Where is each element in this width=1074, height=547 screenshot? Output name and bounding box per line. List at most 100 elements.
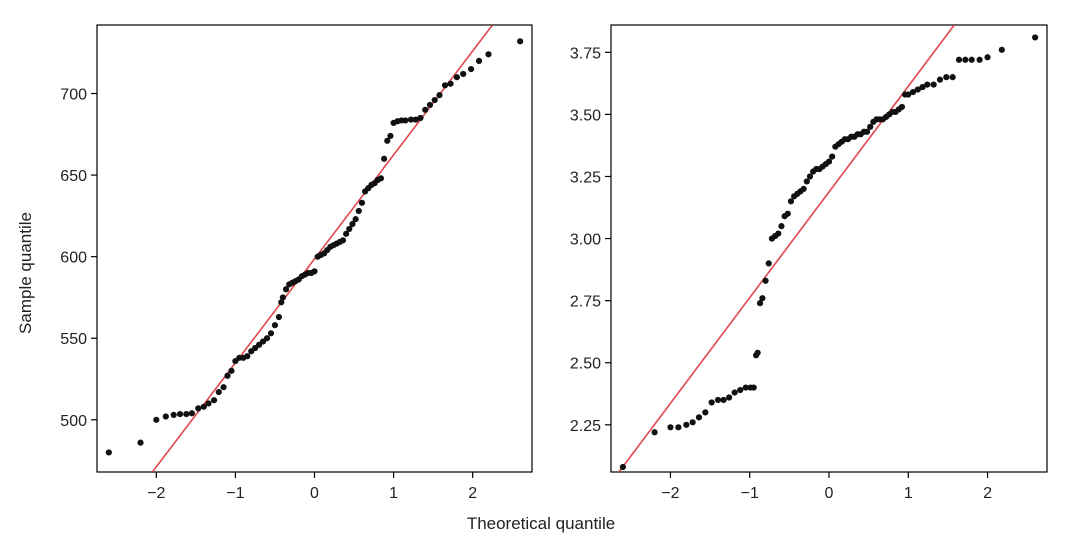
data-point: [358, 199, 366, 206]
data-point: [775, 230, 782, 237]
data-point: [311, 268, 318, 275]
data-point: [955, 56, 963, 63]
data-point: [867, 123, 874, 130]
data-point: [702, 409, 709, 416]
data-point: [263, 335, 271, 342]
data-point: [762, 277, 769, 284]
x-tick-label: 2: [983, 485, 992, 502]
x-tick-label: 0: [825, 485, 834, 502]
data-point: [441, 82, 449, 89]
data-point: [349, 220, 356, 228]
data-point: [720, 396, 727, 404]
plot-frame: [610, 24, 1048, 473]
data-point: [282, 286, 290, 293]
data-point: [619, 463, 626, 471]
x-axis-ticks: −2 −1 0 1 2: [661, 472, 992, 502]
data-point: [447, 80, 454, 87]
data-point: [176, 410, 184, 418]
y-tick-label: 3.75: [570, 45, 601, 62]
x-tick-label: 0: [310, 485, 319, 502]
x-tick-label: −1: [741, 485, 759, 502]
data-point: [278, 299, 285, 306]
reference-line: [618, 25, 955, 472]
data-point: [806, 173, 814, 180]
data-point: [387, 132, 394, 140]
data-point: [275, 313, 283, 321]
data-point: [224, 372, 231, 379]
y-tick-label: 3.00: [570, 232, 601, 249]
data-point: [998, 46, 1005, 53]
data-point: [377, 175, 385, 182]
data-point: [170, 411, 177, 419]
data-point: [683, 421, 690, 428]
x-axis-label: Theoretical quantile: [467, 514, 615, 533]
data-point: [863, 128, 871, 135]
data-point: [976, 56, 983, 63]
data-point: [200, 403, 207, 410]
data-point: [968, 56, 975, 63]
data-point: [803, 178, 810, 185]
y-tick-label: 600: [60, 250, 87, 267]
data-point: [962, 56, 969, 63]
data-point: [651, 429, 658, 436]
data-point: [162, 413, 169, 420]
y-tick-label: 700: [60, 87, 87, 104]
data-point: [984, 54, 991, 61]
data-point: [943, 74, 950, 81]
data-point: [936, 76, 944, 83]
data-points-layer: [619, 34, 1039, 471]
data-points-layer: [105, 38, 524, 456]
data-point: [714, 396, 722, 404]
data-point: [754, 349, 761, 356]
data-point: [220, 384, 227, 391]
data-point: [759, 295, 766, 302]
data-point: [914, 86, 921, 93]
x-tick-label: 1: [389, 485, 398, 502]
y-tick-label: 650: [60, 168, 87, 185]
data-point: [468, 65, 475, 73]
data-point: [905, 91, 912, 98]
data-point: [475, 57, 483, 64]
y-tick-label: 550: [60, 331, 87, 348]
data-point: [667, 424, 674, 431]
data-point: [228, 367, 235, 374]
reference-line-layer: [618, 25, 955, 472]
data-point: [215, 388, 222, 396]
x-tick-label: −2: [661, 485, 679, 502]
data-point: [784, 210, 791, 217]
data-point: [485, 51, 492, 58]
data-point: [460, 70, 467, 78]
data-point: [137, 439, 144, 446]
data-point: [898, 103, 906, 111]
y-axis-ticks: 500 550 600 650 700: [60, 87, 97, 430]
data-point: [742, 384, 749, 391]
data-point: [675, 424, 682, 431]
data-point: [436, 92, 443, 99]
data-point: [756, 300, 764, 307]
data-point: [105, 449, 112, 456]
data-point: [417, 114, 424, 122]
data-point: [825, 158, 833, 165]
y-tick-label: 2.50: [570, 356, 601, 373]
y-axis-ticks: 2.25 2.50 2.75 3.00 3.25 3.50 3.75: [570, 45, 611, 435]
plot-frame: [96, 24, 533, 473]
data-point: [453, 74, 460, 81]
x-tick-label: 1: [904, 485, 913, 502]
data-point: [829, 153, 836, 160]
data-point: [384, 137, 391, 144]
data-point: [343, 230, 350, 237]
y-tick-label: 500: [60, 413, 87, 430]
qq-plot-left: −2 −1 0 1 2 500 550 600 650 700: [60, 24, 533, 502]
qq-plot-right: −2 −1 0 1 2 2.25 2.50 2.75 3.00 3.25 3.50 3.75: [570, 24, 1048, 502]
data-point: [750, 384, 757, 391]
data-point: [355, 207, 362, 215]
y-tick-label: 3.50: [570, 107, 601, 124]
data-point: [346, 225, 353, 233]
x-tick-label: −2: [147, 485, 165, 502]
data-point: [244, 353, 251, 360]
data-point: [339, 237, 347, 244]
data-point: [800, 185, 807, 192]
data-point: [188, 410, 196, 417]
data-point: [778, 223, 785, 230]
